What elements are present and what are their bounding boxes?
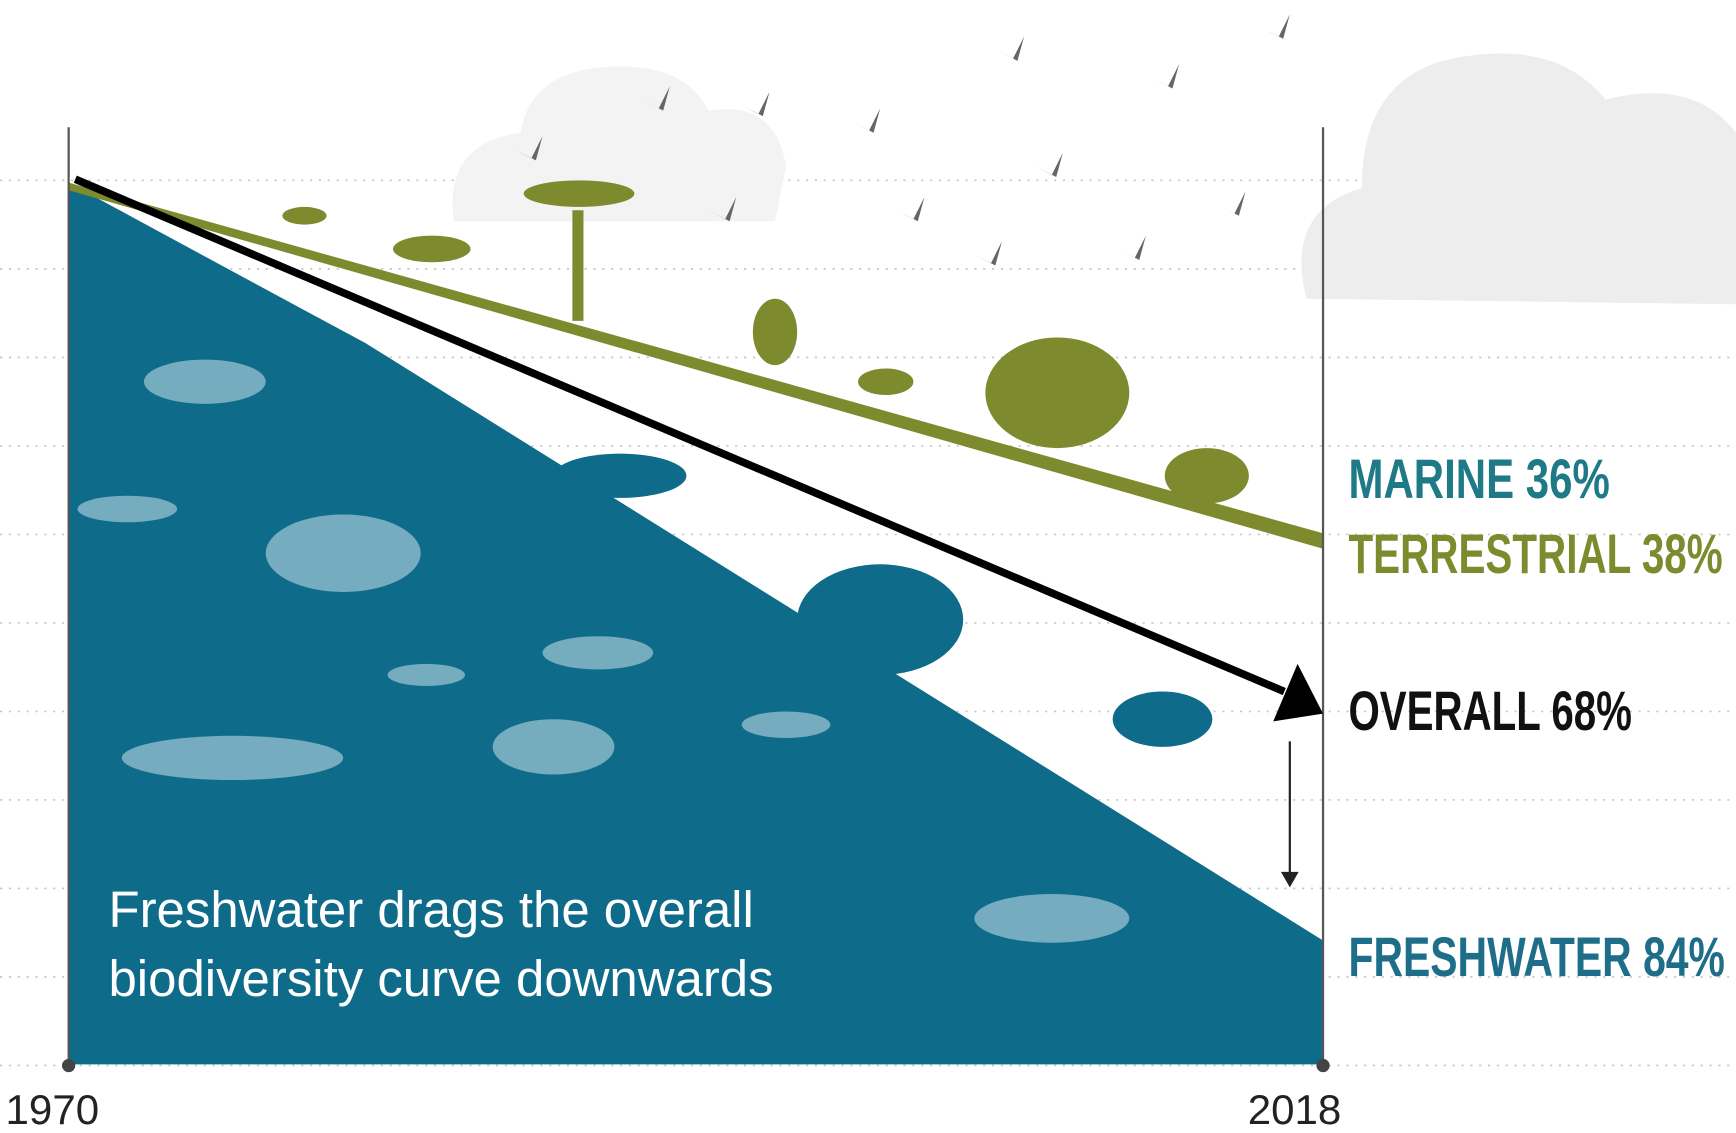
fish (77, 359, 1130, 943)
down-arrow-head (1280, 871, 1299, 888)
freshwater-area (68, 182, 1324, 1065)
terrestrial-label: TERRESTRIAL 38% (1349, 523, 1723, 585)
axis-dot (1316, 1058, 1330, 1073)
marine-label: MARINE 36% (1349, 448, 1610, 510)
axis-dot (62, 1058, 76, 1073)
overall-label: OVERALL 68% (1349, 680, 1632, 742)
caption-line: Freshwater drags the overall (108, 881, 753, 938)
riverbank-animals (553, 453, 1213, 747)
year-end: 2018 (1248, 1086, 1342, 1133)
year-start: 1970 (6, 1086, 100, 1133)
terrestrial-band (68, 182, 1324, 549)
birds (514, 14, 1290, 266)
overall-arrow (73, 175, 1286, 696)
freshwater-label: FRESHWATER 84% (1349, 926, 1725, 988)
caption-line: biodiversity curve downwards (108, 950, 773, 1007)
arrow-head (1273, 663, 1324, 722)
clouds (452, 53, 1736, 305)
land-animals (282, 180, 1249, 504)
